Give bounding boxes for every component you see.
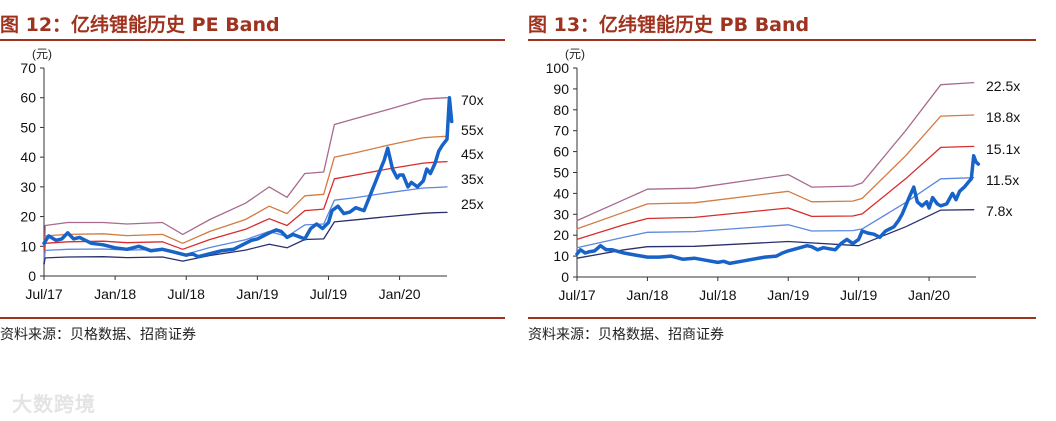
y-tick-label: 70	[20, 60, 36, 76]
series-line-7.8x	[576, 209, 975, 259]
series-line-18.8x	[576, 114, 975, 230]
y-tick-label: 40	[20, 149, 36, 165]
source-note: 资料来源：贝格数据、招商证券	[0, 327, 196, 343]
band-label: 7.8x	[986, 203, 1012, 219]
series-line-55x	[43, 135, 448, 265]
band-label: 18.8x	[986, 109, 1020, 125]
y-tick-label: 10	[553, 248, 569, 264]
y-tick-label: 30	[553, 206, 569, 222]
y-tick-label: 20	[20, 209, 36, 225]
x-tick-label: Jan/19	[767, 287, 809, 303]
y-tick-label: 100	[546, 60, 570, 76]
series-line-22.5x	[576, 81, 975, 222]
source-rule	[0, 317, 505, 319]
pb-band-chart: (元) 0 10 20 30 40 50 60 70 80 90 100 Jul/17 Jan/18 Jul…	[546, 47, 1021, 303]
band-label: 70x	[461, 92, 484, 108]
source-note: 资料来源：贝格数据、招商证券	[528, 327, 724, 343]
x-tick-label: Jan/20	[908, 287, 950, 303]
title-rule	[0, 39, 505, 41]
y-tick-label: 90	[553, 81, 569, 97]
pe-band-chart: (元) 0 10 20 30 40 50 60 70 Jul/17 Jan/18 Jul/18 Jan/…	[20, 47, 484, 302]
band-label: 22.5x	[986, 78, 1020, 94]
chart-title: 图 12：亿纬锂能历史 PE Band	[0, 14, 280, 36]
y-tick-label: 60	[553, 144, 569, 160]
series-line-15.1x	[576, 145, 975, 241]
y-tick-label: 0	[28, 268, 36, 284]
y-tick-label: 10	[20, 238, 36, 254]
x-tick-label: Jan/19	[236, 286, 278, 302]
x-tick-label: Jul/19	[310, 286, 348, 302]
y-tick-label: 40	[553, 185, 569, 201]
band-label: 25x	[461, 196, 484, 212]
y-tick-label: 80	[553, 102, 569, 118]
band-label: 35x	[461, 171, 484, 187]
price-line	[42, 95, 454, 259]
band-label: 55x	[461, 122, 484, 138]
x-tick-label: Jul/17	[25, 286, 63, 302]
watermark-logo: 大数跨境	[12, 392, 96, 416]
title-rule	[528, 39, 1036, 41]
series-line-70x	[43, 97, 448, 265]
band-label: 11.5x	[986, 172, 1019, 188]
y-tick-label: 60	[20, 90, 36, 106]
y-tick-label: 50	[20, 119, 36, 135]
series-line-25x	[43, 211, 448, 265]
source-rule	[528, 317, 1036, 319]
y-tick-label: 20	[553, 227, 569, 243]
x-tick-label: Jan/18	[626, 287, 668, 303]
y-unit-label: (元)	[32, 47, 52, 61]
price-line	[575, 154, 981, 266]
x-tick-label: Jul/18	[168, 286, 206, 302]
chart-title: 图 13：亿纬锂能历史 PB Band	[528, 14, 810, 36]
y-tick-label: 70	[553, 123, 569, 139]
band-label: 15.1x	[986, 141, 1020, 157]
x-tick-label: Jul/18	[699, 287, 737, 303]
x-tick-label: Jul/17	[558, 287, 596, 303]
pe-band-panel: 图 12：亿纬锂能历史 PE Band (元) 0 10 20 30 40 50 60 70 Ju…	[0, 0, 505, 421]
y-tick-label: 50	[553, 165, 569, 181]
x-tick-label: Jan/18	[94, 286, 136, 302]
series-line-45x	[43, 160, 448, 265]
band-label: 45x	[461, 146, 484, 162]
x-tick-label: Jul/19	[840, 287, 878, 303]
y-unit-label: (元)	[565, 47, 585, 61]
y-tick-label: 0	[561, 269, 569, 285]
y-tick-label: 30	[20, 179, 36, 195]
series-line-35x	[43, 186, 448, 265]
x-tick-label: Jan/20	[379, 286, 421, 302]
pb-band-panel: 图 13：亿纬锂能历史 PB Band (元) 0 10 20 30 40 50 60 70 80…	[528, 0, 1036, 421]
